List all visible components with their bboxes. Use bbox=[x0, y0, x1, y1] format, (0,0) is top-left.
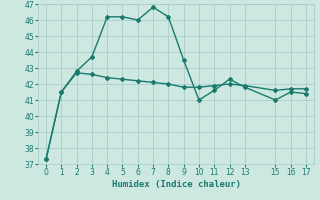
X-axis label: Humidex (Indice chaleur): Humidex (Indice chaleur) bbox=[111, 180, 241, 189]
